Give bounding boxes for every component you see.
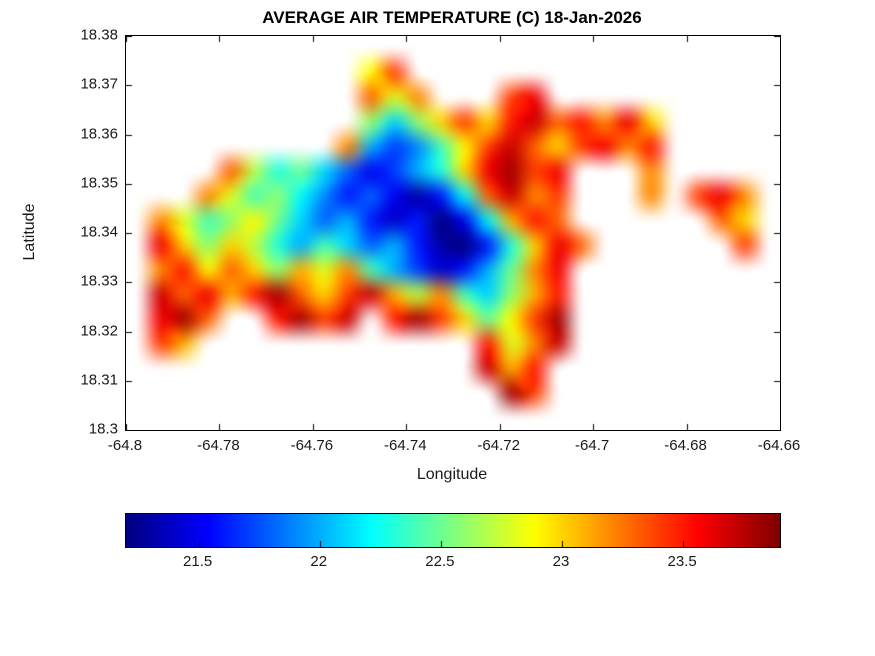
y-tick-label: 18.31 [80, 371, 118, 389]
y-tick-label: 18.3 [88, 420, 118, 438]
colorbar-tick-label: 23.5 [667, 553, 697, 570]
y-tick-label: 18.36 [80, 125, 118, 142]
x-tick-label: -64.7 [575, 437, 610, 454]
y-tick-label: 18.32 [80, 322, 118, 339]
heatmap-canvas [126, 36, 780, 430]
colorbar-tick-label: 23 [552, 553, 570, 570]
colorbar-tick-label: 22.5 [425, 553, 455, 570]
x-tick-label: -64.72 [477, 437, 520, 454]
colorbar-tick-label: 21.5 [183, 553, 213, 570]
y-axis-ticks: 18.3 18.31 18.32 18.33 18.34 18.35 18.36 18.37 1… [45, 27, 118, 438]
colorbar-tick-labels: 21.5 22 22.5 23 23.5 [125, 553, 779, 571]
x-tick-label: -64.76 [290, 437, 334, 454]
colorbar-canvas [126, 514, 780, 547]
x-axis-label: Longitude [416, 466, 488, 483]
colorbar-tick-label: 22 [310, 553, 328, 570]
y-tick-label: 18.37 [80, 75, 118, 93]
x-tick-label: -64.66 [757, 437, 801, 454]
x-axis-ticks: -64.8 -64.78 -64.76 -64.74 -64.72 -64.7 -64.68… [108, 437, 800, 455]
colorbar [125, 513, 781, 548]
y-tick-label: 18.34 [80, 223, 118, 241]
plot-area [125, 35, 781, 431]
y-tick-label: 18.33 [80, 272, 118, 290]
x-tick-label: -64.68 [664, 437, 707, 454]
y-axis-label: Latitude [21, 203, 38, 261]
x-tick-label: -64.8 [107, 437, 143, 454]
x-tick-label: -64.74 [384, 437, 427, 454]
x-tick-label: -64.78 [197, 437, 240, 454]
chart-title: AVERAGE AIR TEMPERATURE (C) 18-Jan-2026 [262, 8, 642, 27]
y-tick-label: 18.38 [80, 26, 118, 44]
y-tick-label: 18.35 [80, 174, 118, 192]
